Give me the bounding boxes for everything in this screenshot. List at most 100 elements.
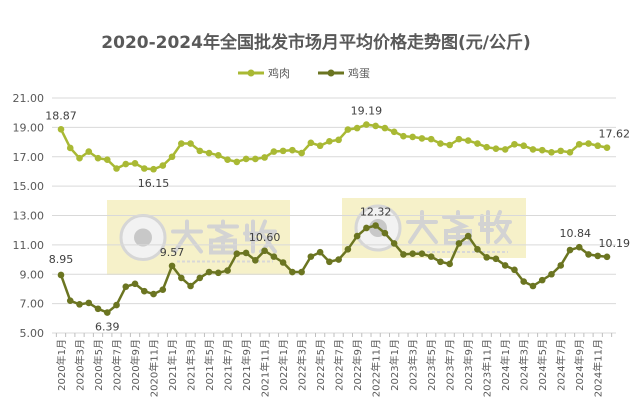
data-point xyxy=(150,165,157,173)
data-point xyxy=(178,140,185,147)
watermark-brand-glyph xyxy=(243,219,277,254)
x-tick-label: 2023年1月 xyxy=(388,339,401,391)
y-tick-label: 21.00 xyxy=(13,92,45,105)
legend: 鸡肉 鸡蛋 xyxy=(238,66,370,80)
data-point xyxy=(363,224,370,232)
watermarks xyxy=(107,198,526,275)
data-point xyxy=(520,142,528,150)
data-point xyxy=(316,248,324,256)
data-point xyxy=(122,283,130,291)
x-tick-label: 2024年5月 xyxy=(536,339,549,391)
data-point xyxy=(474,140,481,147)
data-point xyxy=(168,153,176,161)
data-point xyxy=(585,140,592,147)
watermark-logo-icon xyxy=(134,228,152,247)
data-point xyxy=(372,222,379,229)
data-point xyxy=(427,253,435,260)
y-tick-label: 17.00 xyxy=(13,151,45,164)
data-point xyxy=(289,268,296,276)
data-point xyxy=(270,148,278,155)
data-point xyxy=(215,269,222,277)
data-point xyxy=(437,140,444,147)
data-point xyxy=(131,160,139,167)
data-point xyxy=(270,253,278,260)
legend-marker xyxy=(247,69,255,77)
y-axis: 5.00 7.00 9.00 11.00 13.00 15.00 17.00 19.00 21.… xyxy=(13,92,45,340)
series-layer: 18.87 16.15 19.19 17.62 8.95 6.39 9.57 10.60 12.… xyxy=(45,105,630,334)
data-point xyxy=(446,260,453,268)
data-point xyxy=(159,286,167,293)
x-tick-label: 2021年7月 xyxy=(222,339,235,391)
data-point xyxy=(85,299,93,307)
data-point xyxy=(575,140,583,148)
data-point xyxy=(122,160,130,168)
data-point xyxy=(196,274,204,282)
data-point xyxy=(103,156,111,163)
data-point xyxy=(261,247,268,255)
data-point xyxy=(94,305,102,313)
x-tick-label: 2020年7月 xyxy=(111,339,124,391)
data-point xyxy=(298,268,305,276)
data-point xyxy=(279,259,287,266)
data-point xyxy=(76,301,83,308)
data-point xyxy=(603,144,611,151)
y-tick-label: 9.00 xyxy=(20,268,45,281)
x-tick-label: 2022年5月 xyxy=(314,339,327,391)
data-point xyxy=(196,147,204,155)
data-point xyxy=(279,147,287,155)
data-point xyxy=(66,144,74,152)
data-label: 16.15 xyxy=(138,177,170,190)
data-point xyxy=(353,124,361,132)
data-point xyxy=(140,165,148,172)
data-point xyxy=(307,139,315,147)
data-point xyxy=(511,140,518,148)
x-tick-label: 2022年7月 xyxy=(333,339,346,391)
data-point xyxy=(224,267,231,274)
data-point xyxy=(520,278,528,285)
x-tick-label: 2022年9月 xyxy=(351,339,364,391)
data-point xyxy=(492,255,500,263)
data-label: 10.19 xyxy=(599,237,631,250)
data-point xyxy=(103,309,111,316)
data-label: 17.62 xyxy=(599,128,631,141)
x-tick-label: 2024年3月 xyxy=(518,339,531,391)
data-point xyxy=(538,146,546,154)
data-point xyxy=(400,251,407,258)
x-tick-label: 2024年9月 xyxy=(573,339,586,391)
data-point xyxy=(205,268,213,276)
data-point xyxy=(446,141,453,149)
data-point xyxy=(529,146,537,153)
data-point xyxy=(252,256,259,264)
data-point xyxy=(474,245,481,253)
data-point xyxy=(594,142,602,150)
data-point xyxy=(529,282,537,290)
data-point xyxy=(548,270,555,278)
data-point xyxy=(409,133,416,141)
data-point xyxy=(224,156,231,163)
data-point xyxy=(418,250,426,257)
x-tick-label: 2021年9月 xyxy=(240,339,253,391)
data-point xyxy=(113,165,120,172)
data-point xyxy=(307,253,315,260)
y-tick-label: 15.00 xyxy=(13,180,45,193)
legend-label: 鸡肉 xyxy=(268,66,290,80)
y-tick-label: 11.00 xyxy=(13,239,45,252)
data-point xyxy=(566,246,574,254)
x-tick-label: 2021年3月 xyxy=(185,339,198,391)
data-point xyxy=(113,301,120,309)
data-point xyxy=(437,258,444,266)
data-point xyxy=(557,147,565,155)
data-point xyxy=(344,245,352,253)
data-point xyxy=(131,280,139,288)
data-label: 8.95 xyxy=(49,253,74,266)
data-point xyxy=(326,138,333,145)
data-point xyxy=(548,149,555,156)
data-point xyxy=(594,252,602,260)
y-tick-label: 13.00 xyxy=(13,210,45,223)
data-point xyxy=(289,146,296,154)
data-point xyxy=(585,251,592,258)
x-tick-label: 2021年1月 xyxy=(166,339,179,391)
data-point xyxy=(390,240,398,247)
data-point xyxy=(57,271,65,279)
data-point xyxy=(326,258,333,266)
